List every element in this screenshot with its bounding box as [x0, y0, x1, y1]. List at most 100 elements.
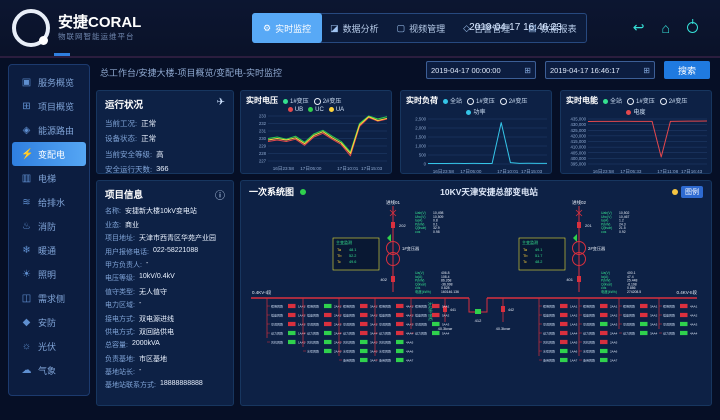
- date-from-value: 2019-04-17 00:00:00: [431, 65, 501, 75]
- info-row-value: -: [138, 300, 142, 308]
- legend-item-UA[interactable]: UA: [328, 107, 344, 113]
- sidebar-item-能源路由[interactable]: ◈ 能源路由: [9, 118, 89, 142]
- svg-text:435,000: 435,000: [570, 117, 586, 122]
- svg-text:1,500: 1,500: [415, 135, 426, 140]
- info-row-value: 18888888888: [159, 380, 203, 388]
- svg-text:17日11:08: 17日11:08: [657, 169, 678, 175]
- legend-item-1#变压[interactable]: 1#变压: [467, 96, 495, 105]
- svg-text:照明回路: 照明回路: [663, 303, 675, 308]
- svg-text:1AA1: 1AA1: [570, 304, 578, 308]
- svg-text:照明回路: 照明回路: [271, 303, 283, 308]
- svg-text:插座回路: 插座回路: [543, 312, 555, 317]
- svg-text:空调回路: 空调回路: [271, 321, 283, 326]
- sidebar-item-给排水[interactable]: ≋ 给排水: [9, 190, 89, 214]
- info-icon[interactable]: ⓘ: [215, 191, 225, 202]
- svg-text:10,502: 10,502: [619, 211, 629, 215]
- date-from-input[interactable]: 2019-04-17 00:00:00 ⊞: [426, 61, 536, 79]
- svg-text:备用回路: 备用回路: [543, 357, 555, 362]
- legend-item-1#变压[interactable]: 1#变压: [627, 96, 655, 105]
- sidebar-item-安防[interactable]: ◆ 安防: [9, 310, 89, 334]
- sidebar-item-变配电[interactable]: ⚡ 变配电: [12, 142, 86, 166]
- nav-tab-视频管理[interactable]: ▢ 视频管理: [388, 14, 455, 42]
- legend-item-功率[interactable]: 功率: [466, 107, 486, 116]
- send-icon[interactable]: ✈: [216, 97, 225, 108]
- nav-tab-告警管理[interactable]: ◇ 告警管理: [454, 14, 519, 42]
- svg-text:4AA4: 4AA4: [690, 331, 698, 335]
- svg-text:17日05:33: 17日05:33: [620, 169, 642, 175]
- svg-text:P(kW): P(kW): [601, 222, 610, 226]
- svg-text:Ta: Ta: [523, 248, 528, 252]
- svg-text:4AA2: 4AA2: [690, 313, 698, 317]
- feeder-column: 照明回路 1AA1 插座回路 1AA2 空调回路 1AA3 动力回路 1AA4 风机回路 1AA5…: [538, 298, 578, 362]
- chart-title-voltage: 实时电压: [246, 96, 278, 105]
- search-button[interactable]: 搜索: [664, 61, 710, 79]
- svg-text:4AA3: 4AA3: [690, 322, 698, 326]
- svg-text:插座回路: 插座回路: [663, 312, 675, 317]
- power-icon[interactable]: [687, 22, 698, 33]
- sidebar-item-气象[interactable]: ☁ 气象: [9, 358, 89, 382]
- info-row-label: 基地站联系方式:: [105, 382, 156, 390]
- chart-title-energy: 实时电能: [566, 96, 598, 105]
- home-icon[interactable]: ⌂: [661, 19, 670, 36]
- legend-item-2#变压[interactable]: 2#变压: [659, 96, 687, 105]
- legend-item-1#变压[interactable]: 1#变压: [283, 96, 309, 105]
- legend-item-全站[interactable]: 全站: [603, 96, 622, 105]
- chart-legend: 全站 1#变压 2#变压: [603, 96, 687, 105]
- legend-dot-icon: [308, 107, 314, 112]
- sidebar-item-项目概览[interactable]: ⊞ 项目概览: [9, 94, 89, 118]
- sidebar-item-服务概览[interactable]: ▣ 服务概览: [9, 70, 89, 94]
- svg-text:空调回路: 空调回路: [663, 321, 675, 326]
- sidebar-item-电梯[interactable]: ▥ 电梯: [9, 166, 89, 190]
- svg-text:0.8: 0.8: [433, 219, 438, 223]
- load-chart-panel: 实时负荷 全站 1#变压 2#变压 功率 0 500 1,000 1,500 2,000 2,500…: [400, 90, 552, 175]
- svg-text:233: 233: [259, 114, 267, 119]
- sidebar-item-需求侧[interactable]: ◫ 需求侧: [9, 286, 89, 310]
- svg-text:P(kW): P(kW): [415, 222, 424, 226]
- svg-text:5AA3: 5AA3: [442, 322, 450, 326]
- svg-text:1AA3: 1AA3: [570, 322, 578, 326]
- svg-text:2AA2: 2AA2: [334, 313, 342, 317]
- svg-text:17日05:00: 17日05:00: [300, 166, 322, 172]
- date-to-input[interactable]: 2019-04-17 16:46:17 ⊞: [545, 61, 655, 79]
- svg-text:227: 227: [259, 159, 267, 164]
- nav-tab-数据分析[interactable]: ◪ 数据分析: [321, 14, 388, 42]
- sidebar-item-照明[interactable]: ☀ 照明: [9, 262, 89, 286]
- sidebar-item-label: 气象: [38, 365, 57, 376]
- info-row-value: 安捷新大楼10kV变电站: [124, 208, 197, 216]
- svg-text:电度(kWh): 电度(kWh): [601, 289, 617, 294]
- svg-text:插座回路: 插座回路: [583, 312, 595, 317]
- legend-item-UC[interactable]: UC: [308, 107, 324, 113]
- sidebar-item-暖通[interactable]: ❄ 暖通: [9, 238, 89, 262]
- header-datetime: 2019-04-17 16:46:23: [469, 22, 562, 33]
- info-row: 负责基地: 市区基地: [97, 354, 233, 364]
- svg-text:空调回路: 空调回路: [379, 321, 391, 326]
- svg-text:47.4: 47.4: [627, 275, 634, 279]
- svg-text:风机回路: 风机回路: [343, 339, 355, 344]
- legend-item-2#变压[interactable]: 2#变压: [313, 96, 341, 105]
- legend-item-UB[interactable]: UB: [287, 107, 303, 113]
- svg-text:照明回路: 照明回路: [343, 303, 355, 308]
- info-row: 电压等级: 10kV/0.4kV: [97, 273, 233, 283]
- legend-dot-icon: [466, 109, 472, 115]
- svg-text:水泵回路: 水泵回路: [543, 348, 555, 353]
- svg-text:3AA6: 3AA6: [370, 349, 378, 353]
- sidebar-item-光伏[interactable]: ☼ 光伏: [9, 334, 89, 358]
- svg-text:4AA3: 4AA3: [406, 322, 414, 326]
- feeder-column: 照明回路 1AA1 插座回路 1AA2 空调回路 1AA3 动力回路 1AA4 风机回路 1AA5: [266, 298, 306, 344]
- legend-item-全站[interactable]: 全站: [443, 96, 462, 105]
- svg-text:4AA7: 4AA7: [406, 358, 414, 362]
- legend-item-2#变压[interactable]: 2#变压: [499, 96, 527, 105]
- svg-text:4AA4: 4AA4: [406, 331, 414, 335]
- svg-text:空调回路: 空调回路: [415, 321, 427, 326]
- diagram-legend-toggle[interactable]: 图例: [672, 185, 703, 198]
- sidebar-item-消防[interactable]: ♨ 消防: [9, 214, 89, 238]
- one-line-diagram-panel: 一次系统图 10KV天津安捷总部变电站 图例 进线01 202 Uab(V) 10,4…: [240, 180, 712, 406]
- nav-tab-数据报表[interactable]: ▤ 数据报表: [519, 14, 586, 42]
- nav-tab-实时监控[interactable]: ⚙ 实时监控: [252, 13, 323, 43]
- svg-text:3AA1: 3AA1: [370, 304, 378, 308]
- back-icon[interactable]: ↩: [632, 19, 645, 35]
- svg-text:Ia(A): Ia(A): [601, 219, 608, 223]
- svg-text:Q(kvar): Q(kvar): [415, 226, 426, 230]
- 消防-icon: ♨: [22, 220, 31, 232]
- legend-item-电度[interactable]: 电度: [626, 107, 646, 116]
